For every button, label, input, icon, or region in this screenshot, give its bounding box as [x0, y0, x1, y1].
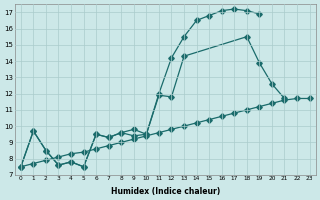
X-axis label: Humidex (Indice chaleur): Humidex (Indice chaleur): [111, 187, 220, 196]
